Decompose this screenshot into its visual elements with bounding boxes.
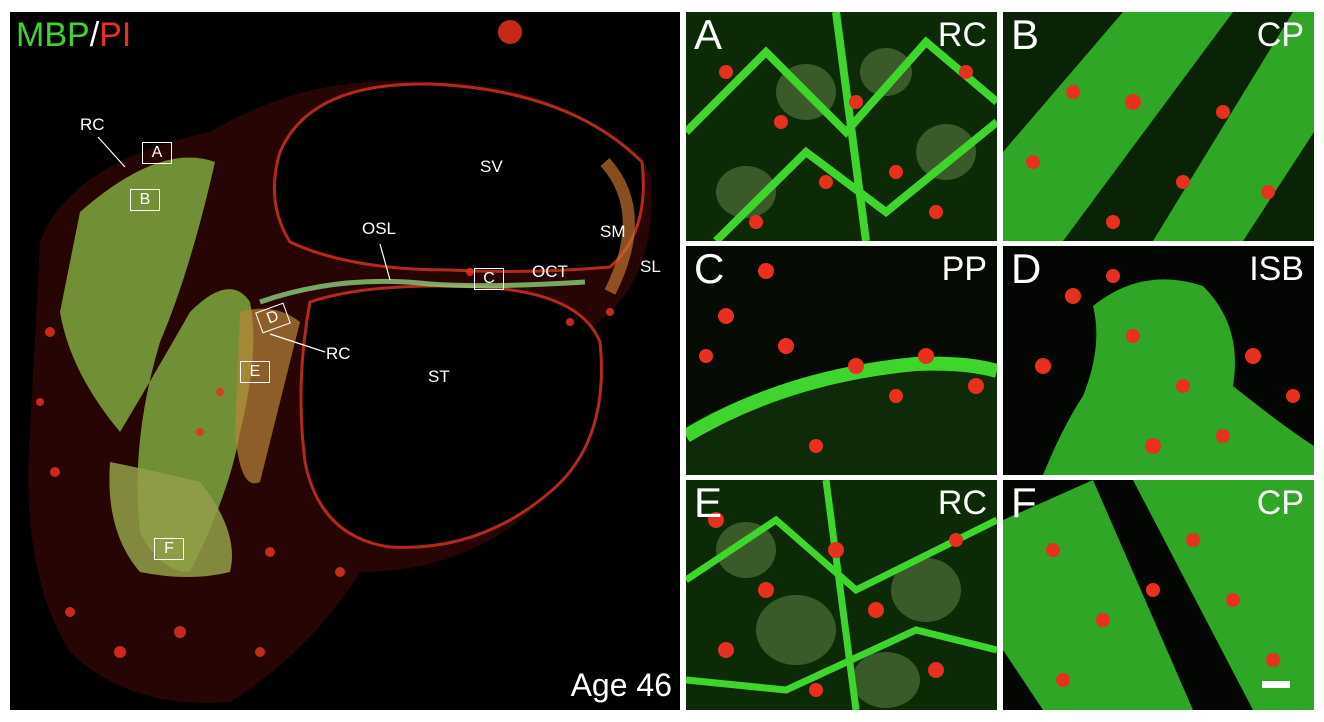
inset-box-f: F xyxy=(154,538,184,560)
scale-bar xyxy=(1262,681,1290,688)
label-sv: SV xyxy=(480,157,503,177)
label-sl: SL xyxy=(640,257,661,277)
panel-a-region: RC xyxy=(938,18,987,52)
panel-e-region: RC xyxy=(938,486,987,520)
panel-b: B CP xyxy=(1003,12,1314,241)
stain-separator: / xyxy=(90,16,99,54)
age-label: Age 46 xyxy=(571,667,672,704)
inset-box-c: C xyxy=(474,268,504,290)
overview-panel: MBP/PI SV SM SL OSL OCT ST RC RC A B C D… xyxy=(10,12,680,710)
panel-c-region: PP xyxy=(942,252,987,286)
panel-c: C PP xyxy=(686,246,997,475)
panel-d: D ISB xyxy=(1003,246,1314,475)
stain-label-pi: PI xyxy=(99,16,131,54)
label-oct: OCT xyxy=(532,262,568,282)
panel-a: A RC xyxy=(686,12,997,241)
panel-d-letter: D xyxy=(1011,248,1041,290)
inset-box-e: E xyxy=(240,361,270,383)
panel-c-letter: C xyxy=(694,248,724,290)
panel-b-region: CP xyxy=(1257,18,1304,52)
label-rc-mid: RC xyxy=(326,344,351,364)
panel-f-letter: F xyxy=(1011,482,1037,524)
inset-box-b: B xyxy=(130,189,160,211)
panel-f: F CP xyxy=(1003,480,1314,710)
label-osl: OSL xyxy=(362,219,396,239)
panel-b-letter: B xyxy=(1011,14,1039,56)
label-rc-top: RC xyxy=(80,115,105,135)
label-st: ST xyxy=(428,367,450,387)
panel-e-letter: E xyxy=(694,482,722,524)
stain-legend: MBP/PI xyxy=(16,18,131,52)
inset-box-a: A xyxy=(142,142,172,164)
label-sm: SM xyxy=(600,222,626,242)
panel-f-region: CP xyxy=(1257,486,1304,520)
panel-d-region: ISB xyxy=(1249,252,1304,286)
panel-a-letter: A xyxy=(694,14,722,56)
stain-label-mbp: MBP xyxy=(16,16,90,54)
panel-e: E RC xyxy=(686,480,997,710)
